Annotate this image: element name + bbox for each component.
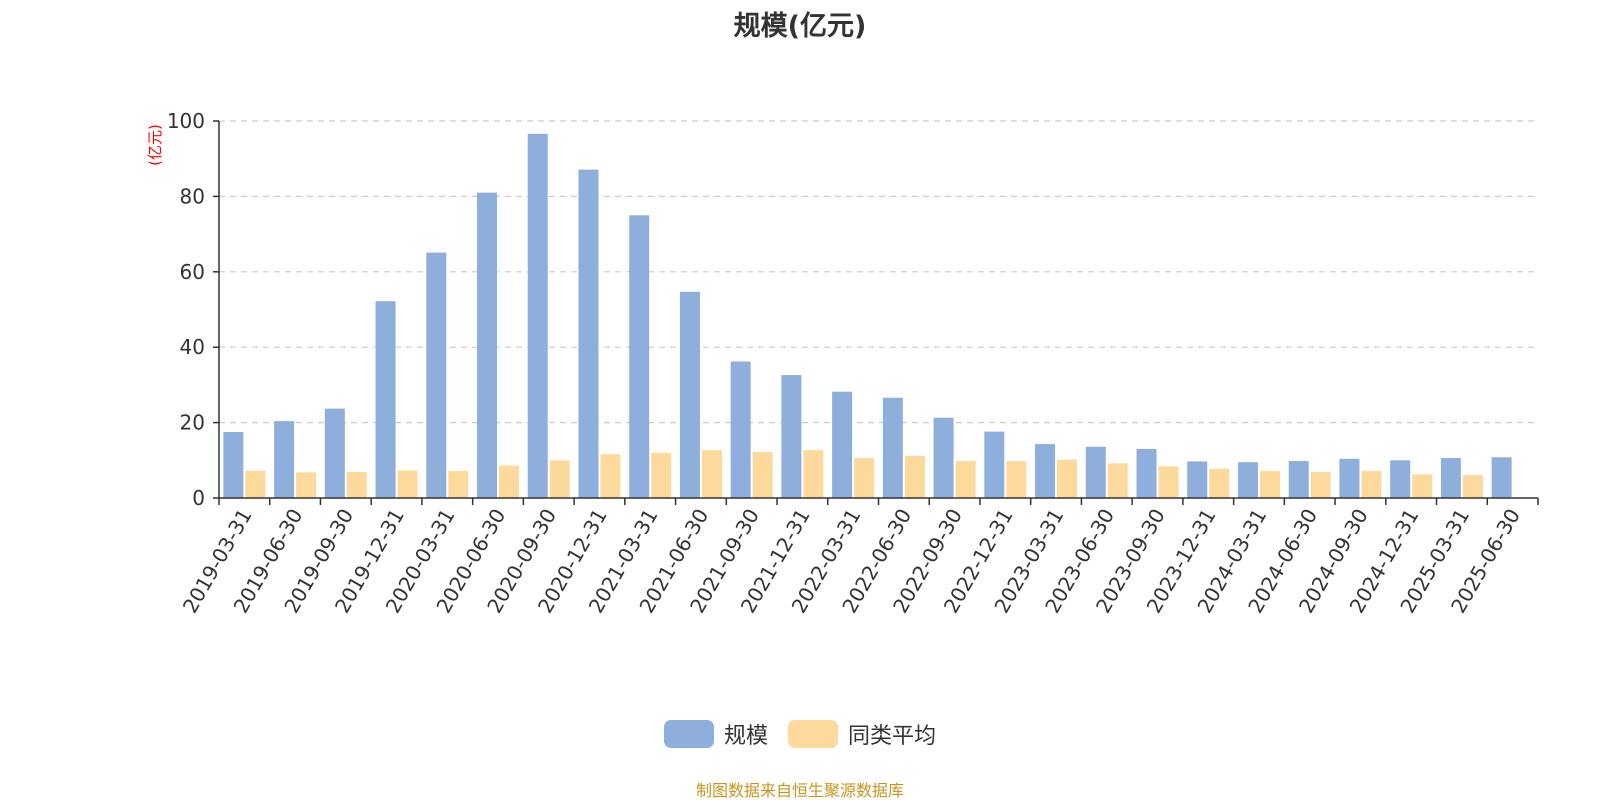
y-tick-label: 20	[180, 411, 205, 435]
bar-scale	[1440, 458, 1461, 498]
legend-swatch-scale	[663, 720, 714, 748]
bar-scale	[477, 192, 498, 498]
bar-scale	[832, 391, 853, 498]
bar-scale	[679, 291, 700, 498]
bar-scale	[223, 432, 244, 498]
bar-scale	[882, 397, 903, 498]
legend-item-scale[interactable]: 规模	[663, 718, 768, 750]
y-tick-label: 80	[180, 184, 205, 208]
bar-scale	[527, 133, 548, 498]
bar-scale	[1085, 446, 1106, 498]
bar-peer-average	[1006, 461, 1027, 498]
grid-lines	[219, 120, 1538, 424]
bar-scale	[781, 375, 802, 498]
tick-labels: 0204060801002019-03-312019-06-302019-09-…	[167, 109, 1525, 617]
bar-scale	[1035, 444, 1056, 498]
y-tick-label: 0	[192, 486, 205, 510]
bar-scale	[1136, 448, 1157, 498]
bar-scale	[1491, 457, 1512, 498]
bar-scale	[578, 169, 599, 498]
bar-peer-average	[1412, 474, 1433, 498]
bar-peer-average	[701, 450, 722, 498]
legend-label-scale: 规模	[723, 724, 768, 749]
bar-scale	[1288, 461, 1309, 498]
bar-scale	[1390, 460, 1411, 498]
bar-peer-average	[854, 458, 875, 498]
bar-peer-average	[1107, 463, 1128, 498]
y-tick-label: 100	[167, 109, 205, 133]
bar-peer-average	[1361, 470, 1382, 498]
bar-peer-average	[549, 460, 570, 498]
bar-scale	[984, 431, 1005, 498]
bar-scale	[375, 301, 396, 498]
bar-peer-average	[346, 471, 367, 498]
bar-peer-average	[1259, 470, 1280, 498]
bar-peer-average	[752, 452, 773, 498]
bar-chart: 0204060801002019-03-312019-06-302019-09-…	[146, 109, 1539, 617]
bar-scale	[324, 408, 345, 498]
bar-peer-average	[803, 450, 824, 498]
bar-peer-average	[1462, 475, 1483, 498]
bar-peer-average	[955, 461, 976, 498]
bar-scale	[730, 361, 751, 498]
bar-peer-average	[245, 470, 266, 498]
bar-scale	[1339, 458, 1360, 498]
bar-peer-average	[904, 455, 925, 498]
bars	[223, 133, 1512, 498]
bar-scale	[629, 215, 650, 498]
source-note: 制图数据来自恒生聚源数据库	[695, 781, 904, 800]
bar-peer-average	[397, 470, 418, 498]
chart-title: 规模(亿元)	[733, 11, 867, 42]
bar-peer-average	[1158, 466, 1179, 498]
legend-item-peer-average[interactable]: 同类平均	[788, 718, 936, 750]
bar-peer-average	[1310, 471, 1331, 498]
bar-peer-average	[1057, 459, 1078, 498]
bar-scale	[274, 421, 295, 498]
bar-scale	[933, 417, 954, 498]
bar-peer-average	[600, 454, 621, 498]
y-tick-label: 40	[180, 335, 205, 359]
bar-scale	[1237, 462, 1258, 498]
bar-scale	[1187, 461, 1208, 498]
axes	[213, 120, 1539, 505]
legend-swatch-peer-average	[788, 720, 838, 748]
y-axis-unit-label: (亿元)	[146, 124, 164, 166]
y-tick-label: 60	[180, 260, 205, 284]
legend-label-peer-average: 同类平均	[848, 724, 937, 749]
bar-peer-average	[448, 470, 469, 498]
bar-peer-average	[499, 465, 520, 498]
bar-scale	[426, 252, 447, 498]
bar-peer-average	[651, 452, 672, 498]
bar-peer-average	[1209, 468, 1230, 498]
legend: 规模 同类平均	[0, 718, 1600, 750]
bar-peer-average	[296, 472, 317, 498]
